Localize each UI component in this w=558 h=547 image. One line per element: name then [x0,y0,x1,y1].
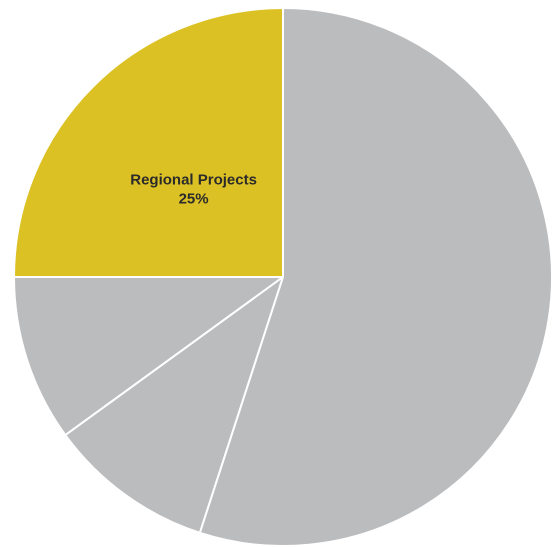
pie-slice-2 [64,276,284,534]
slice-label-0: Regional Projects [130,172,257,189]
pie-slice-3 [198,7,553,547]
pie-labels: Regional Projects 25% [130,172,257,208]
pie-slices [13,7,553,547]
pie-slice-1 [13,276,284,437]
pie-slice-0 [13,7,284,278]
slice-value-label-0: 25% [179,191,209,208]
